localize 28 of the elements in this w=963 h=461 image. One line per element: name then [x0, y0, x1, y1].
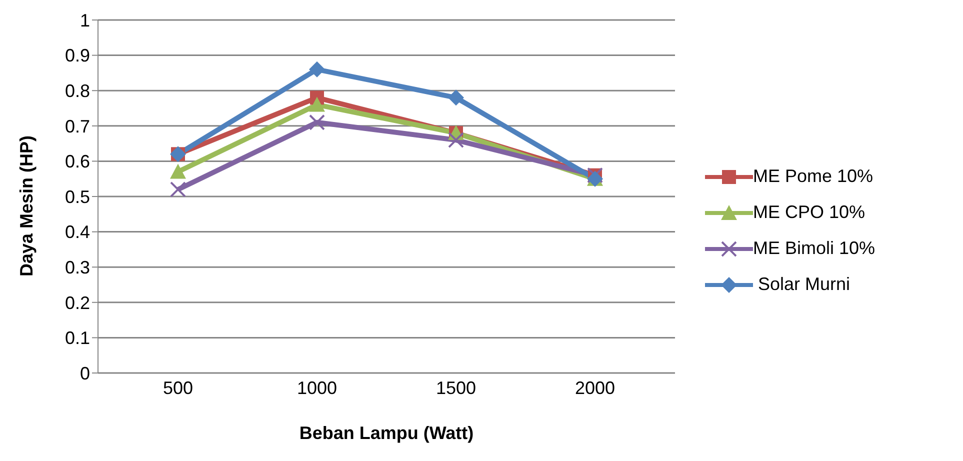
y-tick-label: 0: [80, 363, 90, 384]
y-tick-label: 1: [80, 10, 90, 30]
point: [170, 164, 186, 179]
point: [309, 114, 325, 130]
point: [448, 132, 464, 148]
point: [170, 181, 186, 198]
x-tick-label: 500: [162, 378, 194, 398]
legend-label: ME Bimoli 10%: [753, 238, 876, 259]
y-tick-label: 0.5: [64, 186, 90, 207]
legend-label: Solar Murni: [757, 274, 850, 295]
y-tick-label: 0.1: [64, 328, 90, 348]
legend-label: ME CPO 10%: [753, 202, 866, 223]
legend-label: ME Pome 10%: [753, 166, 874, 187]
point: [309, 61, 325, 78]
y-axis-title: Daya Mesin (HP): [16, 135, 36, 276]
y-tick-label: 0.8: [64, 80, 90, 101]
x-tick-label: 1500: [436, 378, 476, 398]
y-tick-label: 0.3: [64, 257, 90, 278]
y-tick-label: 0.2: [64, 292, 90, 313]
y-tick-label: 0.9: [64, 46, 90, 66]
y-tick-label: 0.4: [64, 222, 90, 242]
y-tick-label: 0.6: [64, 152, 90, 172]
point: [448, 90, 464, 106]
x-tick-label: 2000: [574, 378, 616, 398]
x-axis-title: Beban Lampu (Watt): [299, 423, 474, 443]
point: [309, 96, 325, 112]
y-tick-label: 0.7: [64, 116, 90, 136]
x-tick-label: 1000: [296, 378, 338, 398]
